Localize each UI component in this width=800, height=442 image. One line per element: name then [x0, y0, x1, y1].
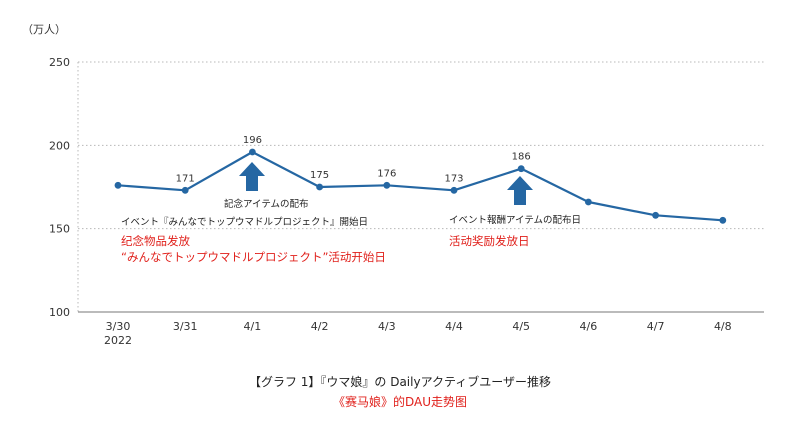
data-point-4-4: [450, 186, 458, 194]
data-points: [114, 148, 727, 224]
data-point-4-7: [652, 211, 659, 219]
x-tick-label-4-7: 4/7: [647, 320, 665, 333]
x-tick-label-4-1: 4/1: [244, 320, 262, 333]
event-arrow-4-1: [239, 162, 265, 191]
data-label-4-2: 175: [310, 170, 329, 181]
y-unit-label: （万人）: [22, 23, 66, 36]
event-cn-4-1-line2: “みんなでトップウマドルプロジェクト”活动开始日: [121, 250, 386, 264]
data-label-3-31: 171: [176, 173, 195, 184]
y-tick-label-200: 200: [49, 139, 70, 152]
y-tick-label-250: 250: [49, 56, 70, 69]
arrow-label-4-1: 記念アイテムの配布: [224, 198, 309, 210]
x-tick-label-4-2: 4/2: [311, 320, 329, 333]
data-point-3-31: [181, 186, 189, 194]
data-point-4-6: [585, 198, 592, 206]
event-arrow-4-5: [507, 176, 533, 205]
caption-japanese: 【グラフ 1】『ウマ娘』の Dailyアクティブユーザー推移: [248, 375, 552, 389]
data-label-4-3: 176: [377, 168, 396, 179]
data-point-4-8: [719, 216, 727, 224]
event-jp-4-1: イベント『みんなでトップウマドルプロジェクト』開始日: [121, 216, 368, 228]
data-labels: 171 196 175 176 173 186: [176, 135, 531, 184]
event-annotations: 記念アイテムの配布 イベント『みんなでトップウマドルプロジェクト』開始日 纪念物…: [121, 162, 581, 264]
y-tick-label-150: 150: [49, 223, 70, 236]
x-tick-label-3-31: 3/31: [173, 320, 198, 333]
caption-chinese: 《赛马娘》的DAU走势图: [332, 395, 468, 409]
data-label-4-4: 173: [444, 173, 463, 184]
data-point-4-1: [249, 148, 256, 156]
x-tick-sublabel-3-30: 2022: [104, 334, 132, 347]
data-label-4-5: 186: [512, 152, 531, 163]
event-cn-4-1-line1: 纪念物品发放: [121, 234, 190, 248]
data-label-4-1: 196: [243, 135, 262, 146]
event-cn-4-5-line1: 活动奖励发放日: [449, 234, 530, 248]
x-tick-label-4-6: 4/6: [580, 320, 598, 333]
data-point-4-5: [517, 165, 525, 173]
x-tick-label-3-30: 3/30: [106, 320, 131, 333]
y-tick-label-100: 100: [49, 306, 70, 319]
data-point-4-3: [383, 181, 391, 189]
x-tick-label-4-4: 4/4: [445, 320, 463, 333]
data-point-4-2: [316, 183, 323, 191]
x-tick-label-4-3: 4/3: [378, 320, 396, 333]
event-jp-4-5: イベント報酬アイテムの配布日: [449, 214, 581, 226]
grid-lines: [77, 61, 764, 312]
x-tick-label-4-8: 4/8: [714, 320, 732, 333]
dau-series-line: [117, 150, 723, 222]
y-axis-ticks: 100 150 200 250: [49, 56, 70, 319]
data-point-3-30: [114, 181, 122, 189]
x-tick-label-4-5: 4/5: [512, 320, 530, 333]
